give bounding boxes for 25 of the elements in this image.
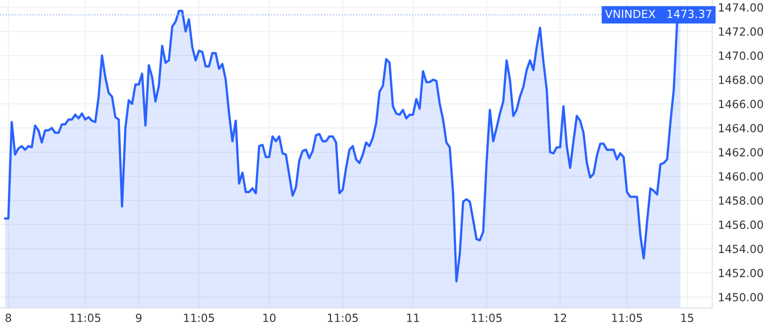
x-tick-label: 15 bbox=[681, 314, 694, 322]
y-tick-label: 1460.00 bbox=[719, 172, 764, 181]
x-tick-label: 9 bbox=[136, 314, 142, 322]
x-tick-label: 11:05 bbox=[472, 314, 502, 322]
x-tick-label: 8 bbox=[6, 314, 12, 322]
x-tick-label: 11:05 bbox=[612, 314, 642, 322]
x-tick-label: 11:05 bbox=[328, 314, 358, 322]
x-tick-label: 12 bbox=[554, 314, 566, 322]
x-tick-label: 10 bbox=[263, 314, 276, 322]
y-tick-label: 1458.00 bbox=[719, 196, 764, 205]
x-tick-label: 11:05 bbox=[70, 314, 100, 322]
y-tick-label: 1450.00 bbox=[719, 293, 764, 302]
y-tick-label: 1456.00 bbox=[719, 220, 764, 229]
y-tick-label: 1470.00 bbox=[719, 52, 764, 60]
text: VNINDEX 1473.37 bbox=[605, 10, 712, 18]
y-tick-label: 1462.00 bbox=[719, 148, 764, 157]
y-tick-label: 1454.00 bbox=[719, 244, 764, 254]
y-tick-label: 1466.00 bbox=[719, 100, 764, 108]
x-tick-label: 11:05 bbox=[184, 314, 214, 322]
y-tick-label: 1468.00 bbox=[719, 76, 764, 84]
y-tick-label: 1452.00 bbox=[719, 268, 764, 278]
x-tick-label: 11 bbox=[407, 314, 420, 322]
y-tick-label: 1464.00 bbox=[719, 124, 764, 132]
y-tick-label: 1472.00 bbox=[719, 27, 764, 36]
y-tick-label: 1474.00 bbox=[719, 3, 764, 12]
